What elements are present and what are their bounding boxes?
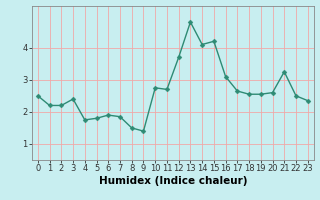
X-axis label: Humidex (Indice chaleur): Humidex (Indice chaleur) xyxy=(99,176,247,186)
